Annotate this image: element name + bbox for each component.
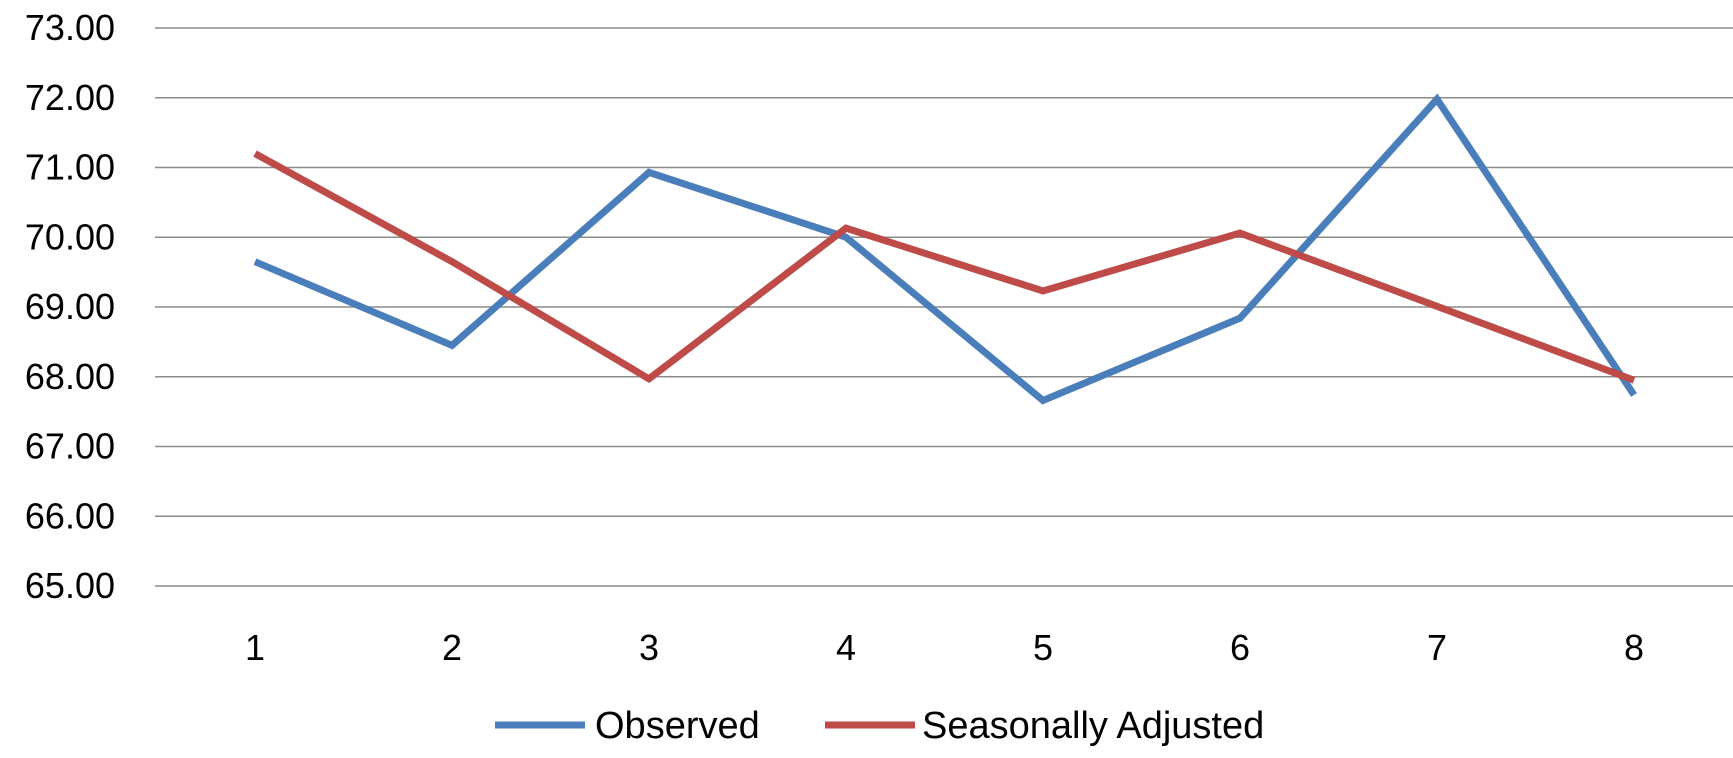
y-axis-ticks: 65.00 66.00 67.00 68.00 69.00 70.00 71.00 72.00… [25, 7, 115, 606]
legend-item: Observed [495, 705, 760, 747]
y-tick-label: 65.00 [25, 565, 115, 606]
y-tick-label: 69.00 [25, 286, 115, 327]
x-tick-label: 6 [1230, 627, 1250, 668]
y-tick-label: 72.00 [25, 77, 115, 118]
x-axis-ticks: 1 2 3 4 5 6 7 8 [245, 627, 1644, 668]
y-tick-label: 73.00 [25, 7, 115, 48]
x-tick-label: 2 [442, 627, 462, 668]
x-tick-label: 7 [1427, 627, 1447, 668]
legend-label: Observed [595, 705, 760, 747]
y-tick-label: 70.00 [25, 216, 115, 257]
legend-label: Seasonally Adjusted [922, 705, 1264, 747]
y-tick-label: 71.00 [25, 147, 115, 188]
y-tick-label: 68.00 [25, 356, 115, 397]
series-line-seasonally-adjusted [253, 150, 1636, 384]
y-tick-label: 66.00 [25, 495, 115, 536]
x-tick-label: 8 [1624, 627, 1644, 668]
x-tick-label: 3 [639, 627, 659, 668]
legend: Observed Seasonally Adjusted [495, 705, 1264, 747]
series-line-observed [253, 93, 1637, 405]
x-tick-label: 1 [245, 627, 265, 668]
legend-item: Seasonally Adjusted [825, 705, 1264, 747]
gridlines [155, 27, 1733, 587]
x-tick-label: 5 [1033, 627, 1053, 668]
series-lines [253, 93, 1637, 405]
x-tick-label: 4 [836, 627, 856, 668]
y-tick-label: 67.00 [25, 426, 115, 467]
